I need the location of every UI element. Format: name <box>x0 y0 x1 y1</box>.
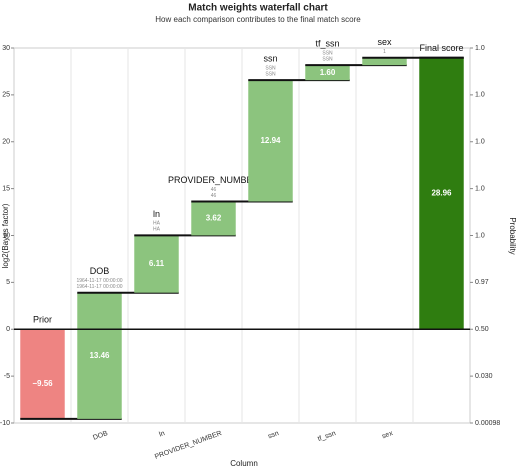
value-label: 6.11 <box>149 259 165 268</box>
value-label: 12.94 <box>260 136 281 145</box>
detail-text: HA <box>153 221 161 227</box>
column-label: Final score <box>419 43 463 53</box>
value-label: 28.96 <box>431 189 452 198</box>
y-tick-label: 10 <box>2 232 10 239</box>
detail-text: SSN <box>322 50 333 56</box>
y2-tick-label: 1.0 <box>475 92 485 99</box>
y-axis-title: log2(Bayes factor) <box>1 203 10 268</box>
detail-text: 46 <box>211 193 217 199</box>
chart-subtitle: How each comparison contributes to the f… <box>155 15 361 24</box>
y-tick-label: -5 <box>4 373 10 380</box>
y-tick-label: 30 <box>2 45 10 52</box>
y2-tick-label: 0.00098 <box>475 420 500 427</box>
bar <box>362 57 407 66</box>
column-label: Prior <box>33 315 52 325</box>
y-tick-label: 15 <box>2 185 10 192</box>
bar <box>305 65 350 81</box>
x-axis-title: Column <box>230 459 258 468</box>
bar <box>134 235 179 293</box>
detail-text: HA <box>153 227 161 233</box>
column-label: DOB <box>90 266 110 276</box>
column-label: ssn <box>263 54 277 64</box>
x-tick-label: ln <box>158 430 166 438</box>
detail-text: 46 <box>211 187 217 193</box>
bar <box>248 80 293 202</box>
y2-axis-title: Probability <box>508 217 517 254</box>
value-label: 3.62 <box>206 214 222 223</box>
y2-tick-label: 0.50 <box>475 326 489 333</box>
y-tick-label: 5 <box>6 279 10 286</box>
y-tick-label: 20 <box>2 139 10 146</box>
x-tick-label: ssn <box>267 430 280 440</box>
y2-tick-label: 1.0 <box>475 185 485 192</box>
x-tick-label: sex <box>381 430 394 440</box>
detail-text: SSN <box>265 71 276 77</box>
y-tick-label: -10 <box>0 420 10 427</box>
y2-tick-label: 1.0 <box>475 45 485 52</box>
y2-tick-label: 0.97 <box>475 279 489 286</box>
x-tick-label: DOB <box>92 430 109 442</box>
bar <box>191 201 236 236</box>
column-label: PROVIDER_NUMBER <box>168 175 260 185</box>
value-label: 1.60 <box>320 68 336 77</box>
y2-tick-label: 0.030 <box>475 373 493 380</box>
value-label: −9.56 <box>32 379 53 388</box>
y2-tick-label: 1.0 <box>475 139 485 146</box>
y2-tick-label: 1.0 <box>475 232 485 239</box>
chart-title: Match weights waterfall chart <box>188 3 328 14</box>
detail-text: SSN <box>322 56 333 62</box>
column-label: tf_ssn <box>315 39 339 49</box>
total-bar <box>419 57 464 330</box>
x-tick-label: tf_ssn <box>317 430 337 443</box>
bar <box>20 329 65 419</box>
bar <box>77 292 122 419</box>
column-label: sex <box>377 37 392 47</box>
detail-text: 1964-11-17 00:00:00 <box>76 284 122 290</box>
value-label: 13.46 <box>89 351 110 360</box>
y-tick-label: 0 <box>6 326 10 333</box>
column-label: ln <box>153 209 160 219</box>
y-tick-label: 25 <box>2 92 10 99</box>
detail-text: 1 <box>383 49 386 55</box>
detail-text: SSN <box>265 65 276 71</box>
detail-text: 1964-11-17 00:00:00 <box>76 278 122 284</box>
